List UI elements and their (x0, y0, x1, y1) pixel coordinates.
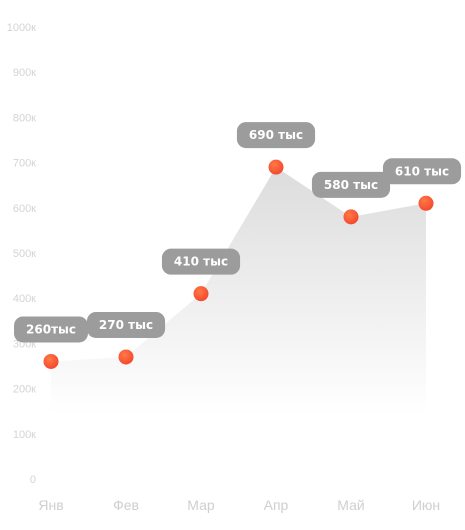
y-tick-label: 100к (13, 429, 36, 441)
data-label-text: 610 тыс (395, 164, 449, 178)
y-tick-label: 500к (13, 248, 36, 260)
data-point-Май[interactable] (343, 209, 359, 225)
data-point-Фев[interactable] (118, 349, 134, 365)
data-label-bubble: 610 тыс (382, 158, 462, 185)
data-label-bubble: 580 тыс (311, 171, 391, 198)
data-label-bubble: 260тыс (14, 316, 88, 343)
y-tick-label: 1000к (7, 22, 36, 34)
x-tick-label: Июн (412, 497, 440, 513)
y-axis: 0100к200к300к400к500к600к700к800к900к100… (7, 22, 36, 486)
area-fill (51, 167, 426, 414)
x-tick-label: Май (337, 497, 364, 513)
y-tick-label: 800к (13, 112, 36, 124)
y-tick-label: 400к (13, 293, 36, 305)
data-label-background (236, 122, 316, 149)
data-label-text: 270 тыс (99, 318, 153, 332)
y-tick-label: 700к (13, 158, 36, 170)
x-axis: Янв Фев Мар Апр Май Июн (38, 497, 440, 513)
x-tick-label: Мар (187, 497, 215, 513)
data-point-Июн[interactable] (418, 195, 434, 211)
data-label-background (161, 248, 241, 275)
y-tick-label: 900к (13, 67, 36, 79)
y-tick-label: 200к (13, 384, 36, 396)
x-tick-label: Апр (264, 497, 289, 513)
data-label-background (86, 311, 166, 338)
x-tick-label: Янв (38, 497, 63, 513)
data-label-bubble: 690 тыс (236, 122, 316, 149)
y-tick-label: 600к (13, 203, 36, 215)
data-point-Янв[interactable] (43, 353, 59, 369)
data-points (43, 159, 434, 369)
data-label-text: 580 тыс (324, 178, 378, 192)
data-label-text: 260тыс (26, 322, 76, 336)
y-tick-label: 0 (30, 474, 36, 486)
area-series (51, 167, 426, 414)
data-label-bubble: 410 тыс (161, 248, 241, 275)
data-label-background (382, 158, 462, 185)
data-label-bubble: 270 тыс (86, 311, 166, 338)
data-point-Апр[interactable] (268, 159, 284, 175)
x-tick-label: Фев (113, 497, 139, 513)
data-point-Мар[interactable] (193, 286, 209, 302)
data-label-background (311, 171, 391, 198)
data-labels: 260тыс 270 тыс 410 тыс 690 тыс 580 тыс 610 ты… (14, 122, 462, 343)
data-label-background (14, 316, 88, 343)
data-label-text: 410 тыс (174, 255, 228, 269)
data-label-text: 690 тыс (249, 128, 303, 142)
